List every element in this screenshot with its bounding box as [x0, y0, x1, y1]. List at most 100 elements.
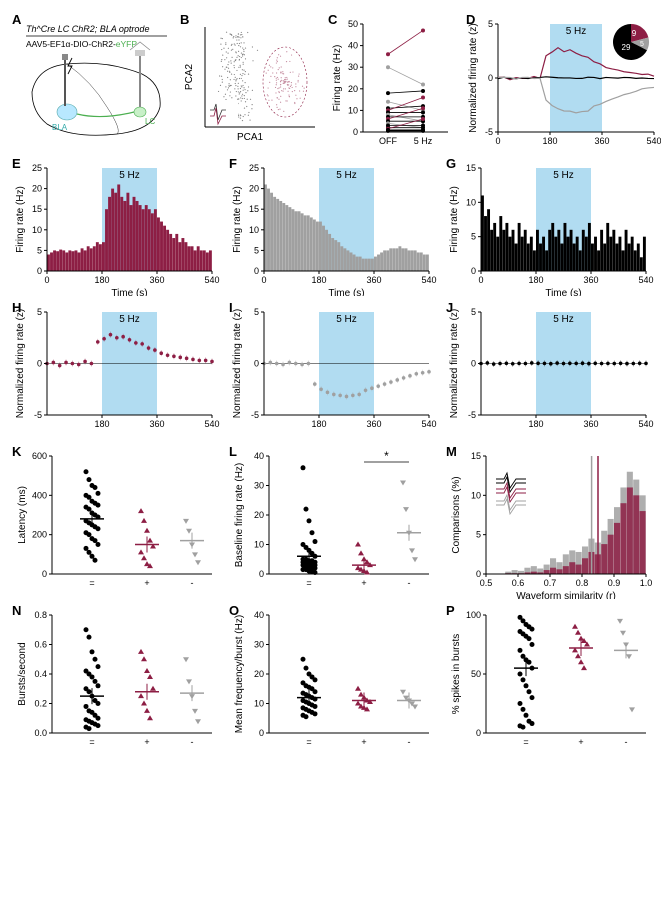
svg-text:180: 180	[528, 275, 543, 285]
svg-text:Normalized firing rate (z): Normalized firing rate (z)	[468, 23, 479, 132]
svg-text:5: 5	[476, 530, 481, 540]
svg-text:5: 5	[254, 307, 259, 317]
svg-text:360: 360	[149, 275, 164, 285]
svg-text:180: 180	[528, 419, 543, 429]
svg-text:=: =	[523, 737, 528, 747]
svg-text:540: 540	[646, 136, 661, 146]
svg-text:40: 40	[348, 41, 358, 51]
svg-text:20: 20	[254, 669, 264, 679]
svg-text:50: 50	[471, 669, 481, 679]
svg-text:0: 0	[471, 266, 476, 276]
row-2: E 5 Hz05101520250180360540Firing rate (H…	[12, 156, 655, 296]
svg-text:Normalized firing rate (z): Normalized firing rate (z)	[232, 309, 243, 418]
chart-D: 5 Hz-5050180360540Normalized firing rate…	[466, 12, 661, 152]
svg-text:5 Hz: 5 Hz	[553, 170, 574, 181]
svg-text:0: 0	[471, 359, 476, 369]
svg-text:-5: -5	[34, 410, 42, 420]
svg-text:9: 9	[632, 29, 637, 38]
svg-text:Time (s): Time (s)	[111, 288, 147, 296]
chart-H: 5 Hz-505180360540Normalized firing rate …	[12, 300, 221, 440]
svg-text:Comparisons (%): Comparisons (%)	[451, 476, 462, 553]
svg-text:Normalized firing rate (z): Normalized firing rate (z)	[15, 309, 26, 418]
svg-text:540: 540	[421, 419, 436, 429]
row-3: H 5 Hz-505180360540Normalized firing rat…	[12, 300, 655, 440]
panel-label-D: D	[466, 12, 475, 27]
chart-P: 050100% spikes in bursts=+-	[446, 603, 655, 758]
svg-text:40: 40	[254, 610, 264, 620]
svg-text:10: 10	[348, 105, 358, 115]
svg-text:5: 5	[254, 245, 259, 255]
svg-text:Firing rate (Hz): Firing rate (Hz)	[449, 186, 460, 253]
svg-text:400: 400	[32, 490, 47, 500]
svg-text:Bursts/second: Bursts/second	[17, 642, 28, 705]
svg-text:540: 540	[421, 275, 436, 285]
svg-text:360: 360	[366, 419, 381, 429]
svg-text:0: 0	[37, 266, 42, 276]
svg-text:-5: -5	[485, 127, 493, 137]
svg-text:180: 180	[94, 419, 109, 429]
svg-text:Firing rate (Hz): Firing rate (Hz)	[15, 186, 26, 253]
svg-text:30: 30	[254, 481, 264, 491]
chart-M: 0510150.50.60.70.80.91.0Comparisons (%)W…	[446, 444, 655, 599]
svg-text:30: 30	[254, 640, 264, 650]
svg-text:10: 10	[471, 490, 481, 500]
chart-G: 5 Hz0510150180360540Firing rate (Hz)Time…	[446, 156, 655, 296]
svg-text:600: 600	[32, 451, 47, 461]
svg-text:10: 10	[466, 197, 476, 207]
chart-J: 5 Hz-505180360540Normalized firing rate …	[446, 300, 655, 440]
svg-text:0.8: 0.8	[576, 578, 589, 588]
chart-C: 01020304050OFF5 HzFiring rate (Hz)	[328, 12, 458, 152]
panel-O: O 010203040Mean frequency/burst (Hz)=+-	[229, 603, 438, 758]
svg-text:0: 0	[254, 266, 259, 276]
panel-P: P 050100% spikes in bursts=+-	[446, 603, 655, 758]
svg-text:=: =	[89, 578, 94, 588]
svg-text:0.4: 0.4	[34, 669, 47, 679]
svg-text:Mean frequency/burst (Hz): Mean frequency/burst (Hz)	[234, 615, 245, 733]
text-construct-bottom: AAV5-EF1α-DIO-ChR2-eYFP	[26, 39, 137, 49]
svg-text:0.2: 0.2	[34, 699, 47, 709]
svg-text:10: 10	[32, 225, 42, 235]
panel-M: M 0510150.50.60.70.80.91.0Comparisons (%…	[446, 444, 655, 599]
svg-text:+: +	[361, 578, 366, 588]
text-construct-top: Th^Cre LC ChR2; BLA optrode	[26, 24, 149, 34]
svg-text:180: 180	[94, 275, 109, 285]
chart-O: 010203040Mean frequency/burst (Hz)=+-	[229, 603, 438, 758]
chart-K: 0200400600Latency (ms)=+-	[12, 444, 221, 599]
panel-label-O: O	[229, 603, 239, 618]
svg-text:-: -	[625, 737, 628, 747]
svg-text:360: 360	[583, 275, 598, 285]
panel-N: N 0.00.20.40.60.8Bursts/second=+-	[12, 603, 221, 758]
panel-label-J: J	[446, 300, 453, 315]
panel-C: C 01020304050OFF5 HzFiring rate (Hz)	[328, 12, 458, 152]
svg-text:100: 100	[466, 610, 481, 620]
panel-label-B: B	[180, 12, 189, 27]
svg-text:15: 15	[471, 451, 481, 461]
svg-text:1.0: 1.0	[640, 578, 653, 588]
svg-text:=: =	[306, 578, 311, 588]
svg-text:180: 180	[542, 136, 557, 146]
pca-scatter: PCA1 PCA2	[180, 12, 320, 152]
svg-text:20: 20	[348, 84, 358, 94]
svg-text:20: 20	[249, 184, 259, 194]
svg-text:0: 0	[254, 359, 259, 369]
svg-text:0.6: 0.6	[34, 640, 47, 650]
panel-I: I 5 Hz-505180360540Normalized firing rat…	[229, 300, 438, 440]
svg-text:0: 0	[353, 127, 358, 137]
svg-text:540: 540	[638, 419, 653, 429]
row-4: K 0200400600Latency (ms)=+- L 010203040B…	[12, 444, 655, 599]
svg-text:5: 5	[471, 307, 476, 317]
chart-N: 0.00.20.40.60.8Bursts/second=+-	[12, 603, 221, 758]
panel-label-L: L	[229, 444, 237, 459]
figure-container: A Th^Cre LC ChR2; BLA optrode AAV5-EF1α-…	[12, 12, 655, 758]
svg-text:0: 0	[42, 569, 47, 579]
svg-text:29: 29	[622, 43, 631, 52]
svg-text:5: 5	[488, 19, 493, 29]
svg-text:50: 50	[348, 19, 358, 29]
svg-text:0.7: 0.7	[544, 578, 557, 588]
svg-text:5 Hz: 5 Hz	[336, 314, 357, 325]
svg-text:360: 360	[366, 275, 381, 285]
svg-text:-: -	[191, 737, 194, 747]
panel-J: J 5 Hz-505180360540Normalized firing rat…	[446, 300, 655, 440]
svg-text:5: 5	[37, 307, 42, 317]
svg-text:20: 20	[32, 184, 42, 194]
